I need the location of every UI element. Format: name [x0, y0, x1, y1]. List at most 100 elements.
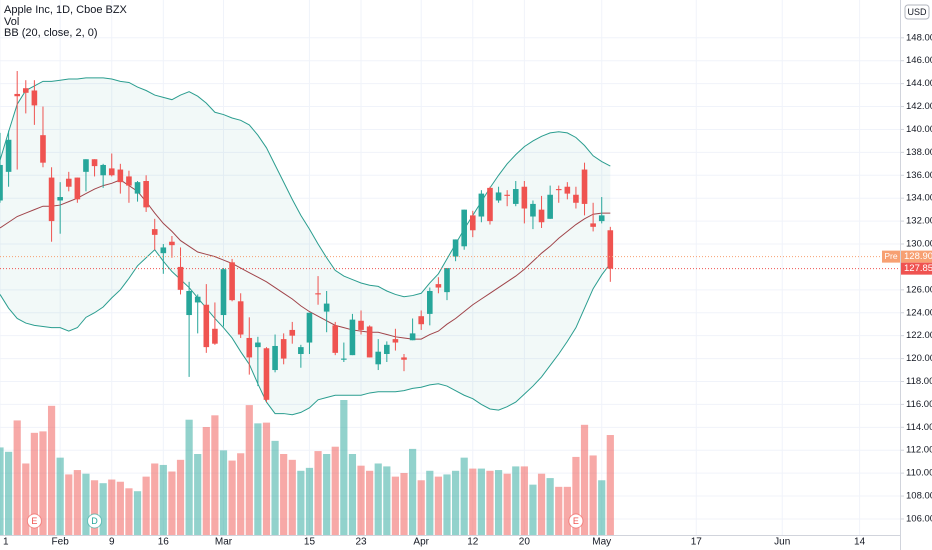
volume-bar — [451, 470, 460, 535]
x-tick-label: Apr — [413, 537, 429, 548]
volume-bar — [4, 451, 13, 535]
y-tick-label: 132.00 — [906, 216, 932, 227]
x-tick-label: 14 — [854, 537, 866, 548]
volume-bar — [400, 472, 408, 535]
candle-body — [151, 229, 158, 235]
volume-bar — [133, 491, 142, 535]
candle-body — [555, 189, 562, 191]
candle-body — [160, 247, 167, 254]
candle-body — [177, 266, 184, 290]
volume-bar — [99, 483, 107, 535]
volume-bar — [366, 470, 374, 535]
volume-bar — [357, 465, 365, 535]
volume-bar — [598, 480, 606, 535]
volume-bar — [82, 473, 90, 535]
candle-body — [74, 177, 81, 200]
candle-body — [590, 223, 596, 227]
volume-bar — [116, 481, 124, 535]
band-fill — [0, 77, 611, 415]
event-label: E — [31, 516, 37, 526]
candle-body — [289, 329, 296, 336]
volume-bar — [477, 468, 485, 535]
volume-bar — [245, 405, 253, 535]
candle-body — [366, 326, 373, 358]
volume-bar — [56, 457, 64, 535]
bb-upper — [0, 77, 611, 298]
price-label: 128.90 — [904, 251, 932, 262]
volume-bar — [168, 471, 176, 535]
volume-bar — [572, 456, 580, 535]
price-label: 127.85 — [904, 263, 932, 274]
candle-body — [91, 159, 98, 167]
candle-body — [358, 320, 364, 330]
volume-bar — [125, 488, 133, 535]
volume-bar — [73, 470, 81, 535]
indicator-label: Vol — [4, 16, 19, 28]
event-marker[interactable] — [26, 513, 42, 529]
candle-body — [521, 186, 528, 209]
volume-bar — [383, 466, 391, 535]
volume-bar — [13, 420, 21, 535]
y-tick-label: 114.00 — [906, 422, 932, 433]
price-label-box — [901, 250, 932, 263]
candle-body — [220, 269, 227, 316]
price-tag-box — [882, 250, 900, 263]
y-tick-label: 118.00 — [906, 376, 932, 387]
candle-body — [341, 358, 347, 360]
volume-bar — [426, 470, 434, 535]
candle-body — [315, 293, 321, 295]
candle-body — [255, 342, 261, 348]
candle-body — [246, 337, 253, 358]
candle-body — [581, 169, 588, 204]
volume-bar — [443, 474, 451, 535]
volume-bar — [159, 464, 167, 535]
candle-body — [169, 241, 175, 246]
volume-bar — [151, 463, 159, 535]
volume-bar — [176, 459, 185, 535]
candle-body — [409, 333, 416, 341]
currency-badge[interactable] — [904, 4, 930, 20]
candle-body — [65, 178, 72, 187]
candle-body — [186, 290, 192, 316]
volume-bar — [486, 470, 494, 535]
volume-bar — [520, 466, 528, 535]
volume-bar — [142, 476, 150, 535]
bb-lower — [0, 248, 611, 416]
chart-title: Apple Inc, 1D, Cboe BZX — [4, 4, 128, 16]
candle-body — [487, 187, 493, 222]
volume-bar — [546, 478, 554, 535]
volume-bar — [237, 453, 245, 535]
volume-bar — [417, 480, 425, 535]
candle-body — [263, 348, 270, 400]
candle-body — [375, 351, 382, 365]
x-tick-label: 12 — [467, 537, 479, 548]
candle-body — [203, 304, 210, 348]
currency-label: USD — [907, 7, 927, 17]
volume-bar — [211, 415, 219, 535]
event-marker[interactable] — [87, 513, 103, 529]
volume-bar — [469, 468, 477, 535]
event-marker[interactable] — [568, 513, 584, 529]
price-label-box — [901, 262, 932, 275]
candle-body — [573, 194, 579, 203]
candle-body — [530, 203, 536, 217]
y-tick-label: 116.00 — [906, 399, 932, 410]
y-tick-label: 120.00 — [906, 353, 932, 364]
volume-bar — [460, 457, 468, 535]
volume-bar — [39, 431, 47, 535]
candle-body — [83, 159, 89, 172]
volume-bar — [0, 447, 4, 535]
volume-bar — [254, 423, 262, 535]
candle-body — [117, 169, 124, 183]
candle-body — [194, 296, 201, 303]
x-tick-label: 9 — [109, 537, 115, 548]
volume-bar — [22, 463, 30, 535]
grid — [0, 0, 900, 535]
candle-body — [298, 347, 304, 354]
bb-basis — [0, 179, 611, 340]
price-tag: Pre — [884, 251, 898, 261]
candle-body — [444, 268, 450, 293]
candle-body — [280, 339, 287, 359]
y-tick-label: 144.00 — [906, 78, 932, 89]
